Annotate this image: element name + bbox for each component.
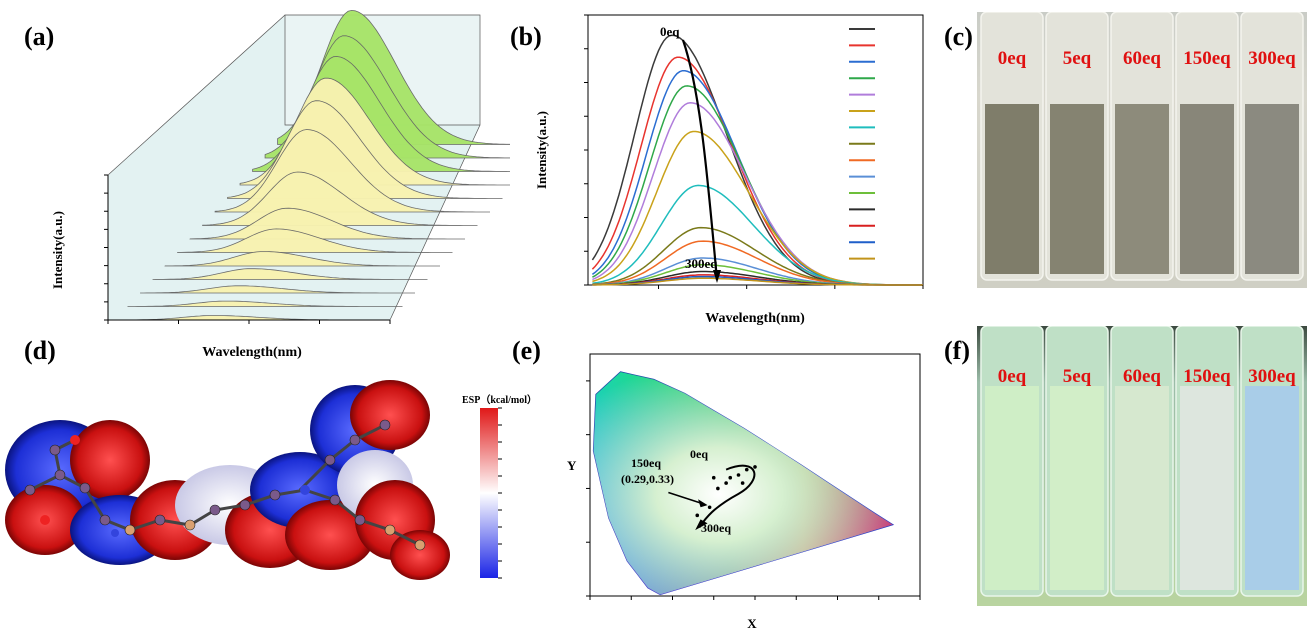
cie-chromaticity-chart: 0eq 150eq (0.29,0.33) 300eq Y X — [567, 353, 921, 631]
vial-liquid — [1245, 386, 1299, 590]
a-xlabel: Wavelength(nm) — [202, 345, 302, 360]
vial-liquid — [1180, 386, 1234, 590]
vial-label: 60eq — [1123, 366, 1161, 387]
vial-label: 0eq — [998, 48, 1027, 69]
e-ylabel: Y — [567, 458, 577, 473]
vial-label: 0eq — [998, 366, 1027, 387]
vial-label: 150eq — [1183, 48, 1231, 69]
panel-label-b: (b) — [510, 22, 542, 51]
vial-label: 300eq — [1248, 366, 1296, 387]
waterfall-trace-120eq — [127, 300, 403, 307]
b-xlabel: Wavelength(nm) — [705, 311, 805, 326]
vial-liquid — [1245, 104, 1299, 274]
trend-arrow — [698, 464, 756, 528]
waterfall-trace-100eq — [140, 285, 415, 294]
vial-liquid — [1050, 386, 1104, 590]
vial-label: 300eq — [1248, 48, 1296, 69]
esp-molecule — [5, 380, 450, 580]
vial-label: 150eq — [1183, 366, 1231, 387]
panel-label-e: (e) — [512, 336, 541, 365]
waterfall-trace-25eq — [176, 228, 453, 253]
e-annotation-mid: 150eq — [631, 456, 661, 470]
vial-photo-uv: 0eq 5eq 60eq 150eq 300eq — [977, 326, 1307, 606]
panel-label-c: (c) — [944, 22, 973, 51]
e-annotation-end: 300eq — [701, 521, 731, 535]
esp-color-scale — [480, 407, 502, 579]
cie-point — [753, 465, 757, 469]
a-ylabel: Intensity(a.u.) — [50, 211, 65, 289]
waterfall-chart: Intensity(a.u.) Wavelength(nm) — [50, 9, 510, 360]
cie-point — [716, 486, 720, 491]
vial-liquid — [1115, 104, 1169, 274]
cie-point — [744, 467, 749, 472]
waterfall-trace-40eq — [164, 251, 440, 267]
series-line-300eq — [592, 277, 923, 286]
esp-title: ESP（kcal/mol） — [462, 395, 538, 406]
cie-point — [728, 475, 733, 480]
cie-point — [724, 481, 728, 485]
panel-label-f: (f) — [944, 336, 970, 365]
vial-liquid — [1180, 104, 1234, 274]
vial-liquid — [1115, 386, 1169, 590]
vial-liquid — [985, 386, 1039, 590]
vial-label: 60eq — [1123, 48, 1161, 69]
b-annotation-300eq: 300eq — [685, 256, 718, 271]
b-annotation-0eq: 0eq — [660, 24, 680, 39]
cie-point — [740, 481, 745, 485]
waterfall-trace-20eq — [189, 207, 465, 240]
panel-label-d: (d) — [24, 336, 56, 365]
e-annotation-start: 0eq — [690, 447, 708, 461]
waterfall-trace-60eq — [152, 268, 428, 280]
cie-point — [736, 473, 741, 477]
cie-point — [695, 513, 700, 518]
panel-label-a: (a) — [24, 22, 55, 51]
mid-pointer-head — [698, 499, 708, 508]
mid-pointer — [668, 491, 702, 504]
vial-label: 5eq — [1063, 366, 1092, 387]
cie-point — [711, 475, 716, 480]
trend-arrowhead — [695, 519, 708, 531]
emission-line-chart: 0eq 300eq Intensity(a.u.) Wavelength(nm) — [534, 14, 924, 326]
vial-photo-daylight: 0eq 5eq 60eq 150eq 300eq — [977, 12, 1307, 288]
vial-label: 5eq — [1063, 48, 1092, 69]
e-xlabel: X — [747, 616, 757, 631]
e-annotation-mid-coord: (0.29,0.33) — [621, 472, 674, 486]
b-ylabel: Intensity(a.u.) — [534, 111, 549, 189]
vial-liquid — [985, 104, 1039, 274]
vial-liquid — [1050, 104, 1104, 274]
cie-point — [707, 505, 712, 510]
